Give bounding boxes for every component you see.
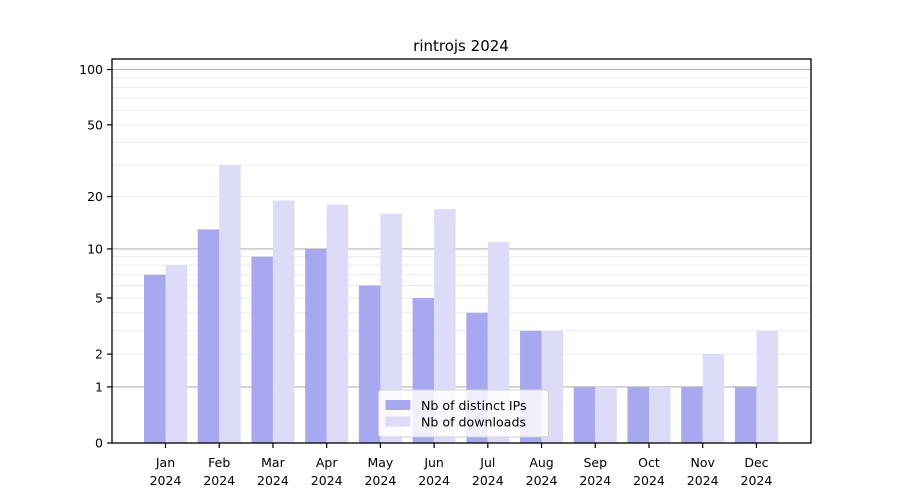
x-tick-label-year: 2024: [687, 473, 719, 488]
x-tick-label-month: Sep: [583, 455, 607, 470]
legend-label-0: Nb of distinct IPs: [421, 398, 527, 413]
bar-nb-of-distinct-ips-nov: [681, 386, 703, 443]
x-tick-label-month: Nov: [690, 455, 715, 470]
y-tick-label: 20: [87, 189, 103, 204]
legend-swatch-0: [385, 400, 411, 410]
x-tick-label-year: 2024: [203, 473, 235, 488]
legend-box: [378, 389, 549, 438]
bar-nb-of-distinct-ips-may: [358, 285, 381, 443]
bar-nb-of-distinct-ips-oct: [627, 386, 649, 443]
bar-nb-of-distinct-ips-jan: [144, 274, 166, 443]
axes: [107, 58, 812, 448]
x-tick-label-year: 2024: [472, 473, 504, 488]
x-tick-label-month: Apr: [316, 455, 338, 470]
bar-nb-of-downloads-mar: [272, 200, 295, 443]
x-tick-label-year: 2024: [150, 473, 182, 488]
bar-nb-of-distinct-ips-feb: [197, 229, 220, 443]
legend-swatch-1: [385, 416, 411, 427]
bar-nb-of-downloads-dec: [756, 330, 778, 443]
x-tick-label-month: Dec: [744, 455, 768, 470]
chart-title: rintrojs 2024: [413, 37, 509, 55]
legend-label-1: Nb of downloads: [421, 415, 526, 430]
y-tick-label: 100: [79, 62, 103, 77]
x-tick-label-month: Oct: [638, 455, 660, 470]
bar-nb-of-downloads-nov: [702, 354, 725, 443]
plot-border: [111, 58, 812, 444]
bar-nb-of-downloads-feb: [219, 165, 241, 443]
x-tick-label-month: Mar: [261, 455, 285, 470]
bar-nb-of-downloads-apr: [326, 204, 349, 443]
x-axis-labels: Jan 2024 Feb 2024 Mar 2024 Apr 2024 May 2024 Jun 20…: [150, 455, 773, 488]
bar-nb-of-downloads-may: [380, 213, 402, 443]
x-tick-label-year: 2024: [633, 473, 665, 488]
bar-nb-of-distinct-ips-sep: [573, 386, 596, 443]
x-tick-label-year: 2024: [364, 473, 396, 488]
y-tick-label: 5: [95, 290, 103, 305]
bar-nb-of-distinct-ips-mar: [251, 256, 273, 443]
x-tick-label-month: Aug: [529, 455, 553, 470]
bar-nb-of-downloads-jan: [165, 265, 187, 443]
x-tick-label-year: 2024: [311, 473, 343, 488]
bar-nb-of-downloads-oct: [648, 386, 671, 443]
x-tick-label-year: 2024: [418, 473, 450, 488]
y-tick-label: 50: [87, 117, 103, 132]
x-tick-label-month: May: [367, 455, 393, 470]
x-tick-label-year: 2024: [526, 473, 558, 488]
bar-nb-of-distinct-ips-apr: [305, 248, 327, 443]
bar-nb-of-downloads-jun: [434, 209, 456, 443]
y-tick-label: 0: [95, 436, 103, 451]
x-tick-label-month: Jul: [479, 455, 495, 470]
legend: Nb of distinct IPs Nb of downloads: [378, 389, 549, 438]
y-tick-label: 2: [95, 347, 103, 362]
x-tick-label-month: Jun: [423, 455, 444, 470]
y-tick-label: 1: [95, 379, 103, 394]
bar-nb-of-distinct-ips-dec: [734, 386, 757, 443]
x-tick-label-month: Jan: [155, 455, 175, 470]
x-tick-label-month: Feb: [208, 455, 230, 470]
x-tick-label-year: 2024: [257, 473, 289, 488]
x-tick-label-year: 2024: [579, 473, 611, 488]
x-tick-label-year: 2024: [741, 473, 773, 488]
bar-nb-of-downloads-sep: [595, 386, 617, 443]
y-tick-label: 10: [87, 241, 103, 256]
